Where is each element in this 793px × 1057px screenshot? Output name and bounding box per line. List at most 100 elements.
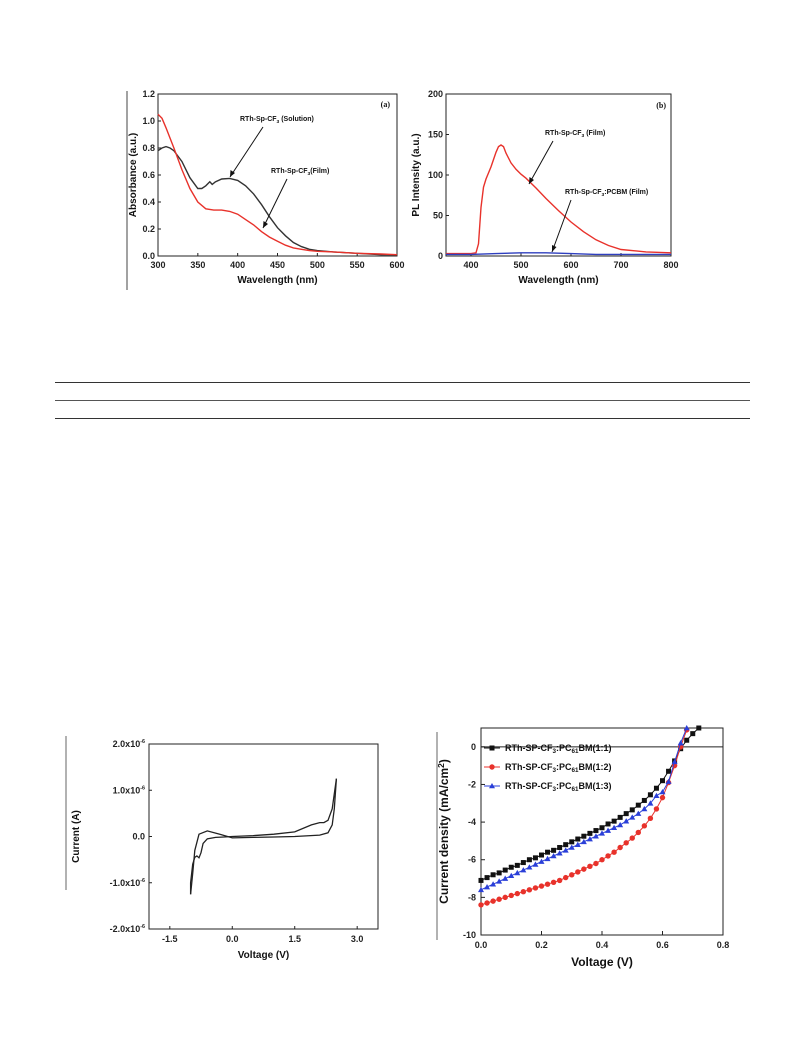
series-line-pcbm-film (446, 252, 671, 256)
data-point-1-3 (562, 847, 569, 853)
data-point-1-3 (508, 872, 515, 879)
data-point-1-3 (514, 869, 521, 876)
data-point-1-3 (484, 884, 491, 890)
data-point-1-2 (605, 853, 611, 859)
arrowhead-film (529, 177, 534, 184)
data-point-1-2 (490, 898, 496, 904)
y-tick-label: -2 (468, 779, 476, 789)
x-tick-label: 800 (663, 260, 678, 270)
y-axis-label: Current (A) (71, 810, 82, 863)
x-tick-label: 1.5 (288, 934, 301, 944)
data-point-1-3 (586, 836, 593, 842)
x-tick-label: 400 (463, 260, 478, 270)
jv-chart-panel: 0.0 0.2 0.4 0.6 0.8 -10 -8 -6 -4 -2 0 Voltage (V) Cu… (430, 720, 740, 980)
legend-entry-1: RTh-SP-CF3:PC61BM(1:1) (505, 743, 612, 755)
data-point-1-2 (532, 885, 539, 891)
data-point-1-3 (665, 778, 672, 784)
data-point-1-1 (575, 836, 581, 842)
data-point-1-3 (478, 886, 484, 893)
data-point-1-2 (623, 840, 629, 846)
data-point-1-2 (550, 879, 557, 886)
data-point-1-1 (545, 849, 551, 855)
data-point-1-1 (641, 797, 647, 803)
data-point-1-3 (635, 810, 642, 816)
y-axis-label: Absorbance (a.u.) (128, 133, 139, 217)
data-point-1-2 (502, 894, 508, 901)
y-tick-label: -6 (468, 855, 476, 865)
x-tick-label: 400 (230, 260, 245, 270)
table-top-rule (55, 382, 750, 383)
cyclic-voltammogram-chart: -1.5 0.0 1.5 3.0 -2.0x10-6 -1.0x10-6 0.0 1.0x10… (65, 736, 379, 961)
data-point-1-3 (496, 878, 503, 884)
cv-reverse-scan-line (189, 778, 338, 895)
arrow-film (262, 178, 288, 229)
panel-label: (b) (656, 101, 666, 110)
data-point-1-1 (660, 778, 665, 784)
data-point-1-1 (557, 844, 563, 850)
data-point-1-3 (605, 827, 612, 833)
data-point-1-3 (544, 855, 551, 862)
data-point-1-3 (592, 833, 599, 839)
data-point-1-3 (617, 821, 624, 828)
data-point-1-1 (611, 818, 617, 824)
y-tick-label: -2.0x10-6 (110, 924, 145, 934)
data-point-1-3 (580, 838, 587, 845)
data-point-1-1 (623, 811, 629, 817)
x-tick-label: 3.0 (351, 934, 364, 944)
data-point-1-1 (690, 731, 696, 737)
x-tick-label: 0.4 (596, 940, 609, 950)
jv-curve-chart: 0.0 0.2 0.4 0.6 0.8 -10 -8 -6 -4 -2 0 Voltage (V) Cu… (436, 725, 729, 969)
data-point-1-1 (647, 792, 653, 798)
y-tick-label: -4 (468, 817, 476, 827)
data-point-1-1 (508, 864, 514, 870)
panel-label: (a) (381, 100, 391, 109)
data-point-1-2 (478, 902, 484, 908)
data-point-1-3 (520, 867, 527, 873)
annotation-pcbm-film: RTh-Sp-CF3:PCBM (Film) (565, 189, 648, 198)
y-tick-label: 0 (471, 742, 476, 752)
x-tick-label: 700 (613, 260, 628, 270)
data-point-1-3 (568, 844, 575, 850)
data-point-1-1 (514, 862, 520, 868)
x-tick-label: 350 (190, 260, 205, 270)
table-middle-rule (55, 400, 750, 401)
data-point-1-3 (538, 858, 545, 864)
data-point-1-3 (677, 740, 684, 746)
y-tick-label: 1.0 (142, 116, 155, 126)
data-point-1-3 (532, 861, 539, 867)
data-point-1-1 (520, 860, 526, 866)
data-point-1-3 (489, 783, 495, 789)
data-point-1-2 (653, 806, 660, 812)
x-tick-label: 500 (310, 260, 325, 270)
x-tick-label: 600 (563, 260, 578, 270)
data-point-1-3 (671, 758, 678, 765)
data-point-1-3 (526, 864, 533, 870)
arrow-film (528, 140, 554, 185)
x-axis-label: Voltage (V) (238, 950, 289, 961)
data-point-1-2 (635, 829, 641, 836)
y-tick-label: -1.0x10-6 (110, 878, 145, 888)
legend-entry-2: RTh-SP-CF3:PC61BM(1:2) (505, 762, 612, 774)
arrowhead-solution (230, 170, 235, 177)
data-point-1-2 (617, 844, 623, 851)
y-tick-label: -8 (468, 892, 476, 902)
data-point-1-2 (569, 872, 575, 878)
data-point-1-1 (490, 872, 496, 878)
series-line-solution (157, 145, 397, 256)
x-tick-label: 0.0 (226, 934, 239, 944)
y-tick-label: 0.2 (142, 224, 155, 234)
data-point-1-3 (623, 818, 630, 824)
data-point-1-2 (647, 815, 654, 822)
data-point-1-2 (563, 874, 569, 881)
y-tick-label: 0.6 (142, 170, 155, 180)
data-point-1-2 (575, 869, 581, 875)
x-tick-label: 0.0 (475, 940, 488, 950)
y-axis-label: Current density (mA/cm2) (436, 759, 451, 904)
data-point-1-2 (587, 863, 593, 870)
series-line-film (446, 144, 672, 255)
data-point-1-2 (484, 900, 490, 906)
data-point-1-2 (659, 794, 666, 801)
x-axis-label: Voltage (V) (571, 955, 633, 969)
annotation-film: RTh-Sp-CF3 (Film) (545, 130, 605, 139)
plot-frame (148, 743, 379, 930)
